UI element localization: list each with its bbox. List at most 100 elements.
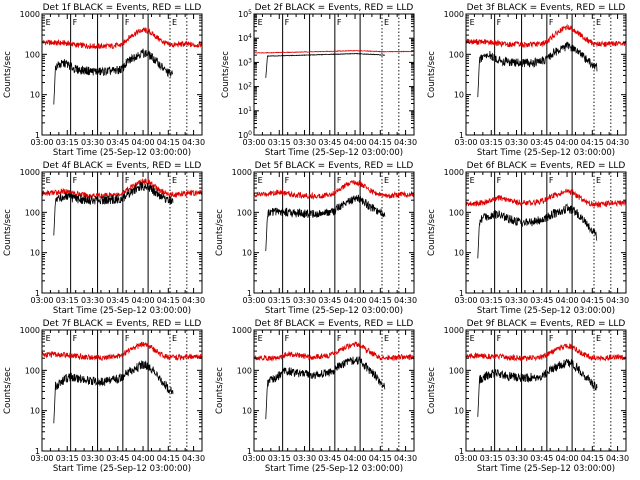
plot-frame — [253, 329, 415, 452]
y-tick-label: 10 — [30, 91, 40, 100]
plot-frame — [465, 171, 627, 294]
y-tick-label: 100 — [449, 208, 464, 217]
y-axis-label: Counts/sec — [3, 51, 13, 98]
y-tick-label: 103 — [238, 57, 252, 67]
x-tick-label: 03:00 — [242, 296, 265, 305]
marker-label: F — [497, 176, 502, 185]
y-tick-label: 1000 — [232, 326, 252, 335]
marker-label: E — [470, 18, 475, 27]
x-axis-label: Start Time (25-Sep-12 03:00:00) — [53, 464, 191, 474]
x-tick-label: 03:30 — [81, 296, 104, 305]
x-tick-label: 04:30 — [606, 296, 629, 305]
x-tick-label: 03:45 — [318, 138, 341, 147]
y-tick-label: 104 — [238, 33, 252, 43]
events-series-line — [477, 203, 598, 259]
lld-series-line — [465, 343, 627, 362]
y-tick-label: 10 — [454, 91, 464, 100]
events-series-line — [477, 359, 598, 417]
x-tick-label: 03:15 — [480, 454, 503, 463]
x-tick-label: 03:15 — [268, 138, 291, 147]
x-tick-label: 04:30 — [182, 296, 205, 305]
x-tick-label: 04:30 — [394, 454, 417, 463]
x-tick-label: 04:15 — [369, 454, 392, 463]
x-tick-label: 03:15 — [56, 454, 79, 463]
y-tick-label: 1000 — [20, 326, 40, 335]
x-tick-label: 03:15 — [56, 138, 79, 147]
x-tick-label: 04:15 — [157, 454, 180, 463]
marker-label: E — [258, 18, 263, 27]
x-tick-label: 04:15 — [369, 296, 392, 305]
marker-label: E — [46, 334, 51, 343]
y-tick-label: 1000 — [232, 168, 252, 177]
x-axis-label: Start Time (25-Sep-12 03:00:00) — [53, 306, 191, 316]
y-tick-label: 100 — [238, 130, 252, 140]
y-tick-label: 100 — [25, 208, 40, 217]
y-tick-label: 1 — [459, 289, 464, 298]
y-tick-label: 1000 — [20, 168, 40, 177]
x-tick-label: 04:00 — [556, 138, 579, 147]
x-tick-label: 03:45 — [530, 138, 553, 147]
panel-title: Det 6f BLACK = Events, RED = LLD — [467, 161, 626, 171]
y-tick-label: 1 — [247, 289, 252, 298]
x-tick-label: 03:45 — [530, 454, 553, 463]
lld-series-line — [41, 177, 203, 199]
y-tick-label: 1 — [247, 447, 252, 456]
x-tick-label: 03:30 — [81, 454, 104, 463]
y-tick-label: 100 — [25, 366, 40, 375]
x-tick-label: 04:15 — [581, 138, 604, 147]
x-tick-label: 03:00 — [242, 138, 265, 147]
x-tick-label: 03:15 — [480, 138, 503, 147]
x-axis-label: Start Time (25-Sep-12 03:00:00) — [477, 306, 615, 316]
events-series-line — [53, 48, 174, 105]
marker-label: E — [172, 334, 177, 343]
detector-panel: Det 7f BLACK = Events, RED = LLD E F F E 1 10 1… — [3, 319, 205, 474]
x-tick-label: 04:00 — [344, 296, 367, 305]
lld-series-line — [253, 180, 415, 200]
plot-frame — [465, 13, 627, 136]
panel-title: Det 3f BLACK = Events, RED = LLD — [467, 3, 626, 13]
marker-label: E — [596, 334, 601, 343]
marker-label: E — [470, 334, 475, 343]
marker-label: F — [549, 334, 554, 343]
x-axis-label: Start Time (25-Sep-12 03:00:00) — [477, 464, 615, 474]
x-tick-label: 03:00 — [30, 296, 53, 305]
x-tick-label: 03:00 — [30, 138, 53, 147]
x-tick-label: 03:00 — [454, 296, 477, 305]
marker-label: F — [497, 18, 502, 27]
panel-title: Det 8f BLACK = Events, RED = LLD — [255, 319, 414, 329]
plot-frame — [465, 329, 627, 452]
x-axis-label: Start Time (25-Sep-12 03:00:00) — [53, 148, 191, 158]
x-tick-label: 03:30 — [505, 454, 528, 463]
events-series-line — [265, 52, 386, 78]
lld-series-line — [41, 341, 203, 362]
x-tick-label: 03:45 — [530, 296, 553, 305]
marker-label: E — [384, 334, 389, 343]
marker-label: E — [596, 18, 601, 27]
events-series-line — [265, 355, 386, 420]
x-axis-label: Start Time (25-Sep-12 03:00:00) — [477, 148, 615, 158]
y-tick-label: 100 — [449, 50, 464, 59]
x-tick-label: 04:30 — [182, 138, 205, 147]
marker-label: F — [125, 18, 130, 27]
y-tick-label: 100 — [25, 50, 40, 59]
x-tick-label: 04:00 — [132, 296, 155, 305]
x-tick-label: 03:30 — [81, 138, 104, 147]
y-tick-label: 100 — [237, 366, 252, 375]
y-tick-label: 10 — [30, 407, 40, 416]
y-tick-label: 1000 — [444, 326, 464, 335]
y-axis-label: Counts/sec — [427, 367, 437, 414]
y-tick-label: 1000 — [444, 10, 464, 19]
marker-label: F — [549, 176, 554, 185]
marker-label: F — [337, 176, 342, 185]
marker-label: E — [596, 176, 601, 185]
detector-panel: Det 4f BLACK = Events, RED = LLD E F F E 1 10 1… — [3, 161, 205, 316]
x-tick-label: 04:15 — [157, 138, 180, 147]
x-axis-label: Start Time (25-Sep-12 03:00:00) — [265, 306, 403, 316]
y-tick-label: 1 — [459, 131, 464, 140]
detector-panel: Det 1f BLACK = Events, RED = LLD E F F E 1 10 1… — [3, 3, 205, 158]
marker-label: E — [258, 334, 263, 343]
plot-frame — [253, 13, 415, 136]
marker-label: F — [285, 176, 290, 185]
x-tick-label: 03:00 — [454, 454, 477, 463]
x-tick-label: 03:30 — [293, 454, 316, 463]
